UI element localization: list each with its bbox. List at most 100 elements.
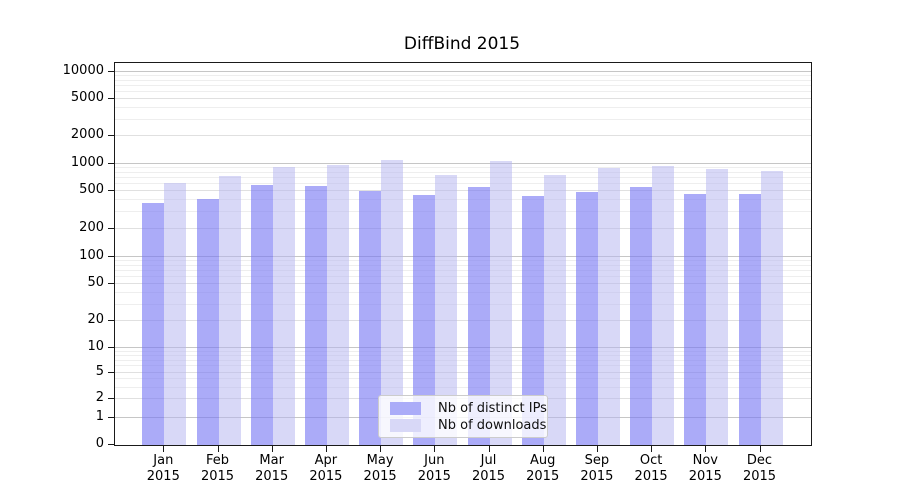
gridline <box>115 167 811 169</box>
legend-swatch-distinct-ips <box>390 401 421 415</box>
bar-downloads-dec <box>760 171 783 445</box>
gridline <box>115 386 811 388</box>
x-tick-label-oct: Oct 2015 <box>634 453 668 484</box>
gridline <box>115 256 811 258</box>
gridline <box>115 347 811 349</box>
gridline <box>115 269 811 271</box>
y-tick-label: 2000 <box>70 127 104 142</box>
bar-downloads-aug <box>543 175 566 445</box>
gridline <box>115 177 811 179</box>
y-tick <box>108 371 114 373</box>
bar-downloads-jun <box>435 175 458 445</box>
gridline <box>115 190 811 192</box>
y-tick <box>108 227 114 229</box>
bar-downloads-mar <box>272 166 295 445</box>
gridline <box>115 260 811 262</box>
y-tick <box>108 398 114 400</box>
bar-ips-mar <box>250 184 273 445</box>
x-tick-label-jun: Jun 2015 <box>417 453 451 484</box>
bar-ips-apr <box>304 185 327 445</box>
gridline <box>115 211 811 213</box>
y-tick-label: 100 <box>79 248 104 264</box>
gridline <box>115 355 811 357</box>
gridline <box>115 79 811 81</box>
x-tick-label-jan: Jan 2015 <box>146 453 180 484</box>
y-tick <box>108 256 114 258</box>
y-tick <box>108 282 114 284</box>
x-tick-label-dec: Dec 2015 <box>742 453 777 484</box>
bar-ips-may <box>359 191 382 445</box>
bar-downloads-apr <box>326 165 349 445</box>
legend: Nb of distinct IPs Nb of downloads <box>378 395 548 438</box>
x-tick-label-may: May 2015 <box>363 453 397 484</box>
y-tick <box>108 416 114 418</box>
x-tick <box>488 446 490 452</box>
x-tick <box>651 446 653 452</box>
y-tick-label: 1 <box>95 408 104 424</box>
gridline <box>115 303 811 305</box>
gridline <box>115 84 811 86</box>
y-tick-label: 10000 <box>62 63 104 78</box>
gridline <box>115 71 811 73</box>
x-tick <box>271 446 273 452</box>
gridline <box>115 365 811 367</box>
gridline <box>115 199 811 201</box>
bar-ips-nov <box>684 194 707 445</box>
y-tick <box>108 135 114 136</box>
x-tick <box>596 446 598 452</box>
gridline <box>115 359 811 361</box>
bar-downloads-feb <box>218 176 241 445</box>
gridline <box>115 106 811 108</box>
gridline <box>115 163 811 165</box>
bar-downloads-may <box>381 160 404 445</box>
x-tick-label-sep: Sep 2015 <box>580 453 614 484</box>
legend-swatch-downloads <box>390 418 421 432</box>
y-tick-label: 5000 <box>70 89 104 105</box>
x-tick <box>434 446 436 452</box>
chart-title: DiffBind 2015 <box>403 34 521 54</box>
bar-ips-dec <box>738 193 761 445</box>
x-tick-label-mar: Mar 2015 <box>255 453 289 484</box>
x-tick-label-aug: Aug 2015 <box>526 453 560 484</box>
y-tick-label: 0 <box>95 436 104 451</box>
gridline <box>115 97 811 99</box>
legend-item-distinct-ips: Nb of distinct IPs <box>390 400 547 416</box>
x-tick-label-nov: Nov 2015 <box>688 453 722 484</box>
gridline <box>115 378 811 380</box>
gridline <box>115 171 811 173</box>
gridline <box>115 275 811 277</box>
x-tick <box>705 446 707 452</box>
gridline <box>115 90 811 92</box>
gridline <box>115 118 811 120</box>
y-tick <box>108 190 114 191</box>
bar-downloads-jan <box>164 182 187 445</box>
plot-area: Nb of distinct IPs Nb of downloads <box>114 62 812 446</box>
legend-label-distinct-ips: Nb of distinct IPs <box>438 400 547 416</box>
y-tick-label: 1000 <box>70 155 104 171</box>
y-tick-label: 500 <box>79 182 104 197</box>
x-tick <box>380 446 382 452</box>
y-tick-label: 50 <box>87 274 104 290</box>
bar-downloads-nov <box>706 168 729 445</box>
y-tick <box>108 444 114 445</box>
bar-ips-jun <box>413 195 436 445</box>
x-tick <box>325 446 327 452</box>
gridline <box>115 75 811 77</box>
x-tick-label-feb: Feb 2015 <box>200 453 235 484</box>
legend-label-downloads: Nb of downloads <box>438 417 547 433</box>
y-tick-label: 10 <box>87 339 104 355</box>
bar-downloads-sep <box>597 167 620 445</box>
x-tick <box>759 446 761 452</box>
bar-ips-jan <box>142 202 165 445</box>
y-tick-label: 20 <box>87 312 104 327</box>
x-tick <box>163 446 165 452</box>
gridline <box>115 227 811 229</box>
x-tick-label-jul: Jul 2015 <box>471 453 506 484</box>
y-tick-label: 2 <box>95 390 104 406</box>
y-tick <box>108 320 114 321</box>
bar-ips-jul <box>467 186 490 445</box>
gridline <box>115 183 811 184</box>
gridline <box>115 291 811 293</box>
bar-ips-feb <box>196 198 219 445</box>
